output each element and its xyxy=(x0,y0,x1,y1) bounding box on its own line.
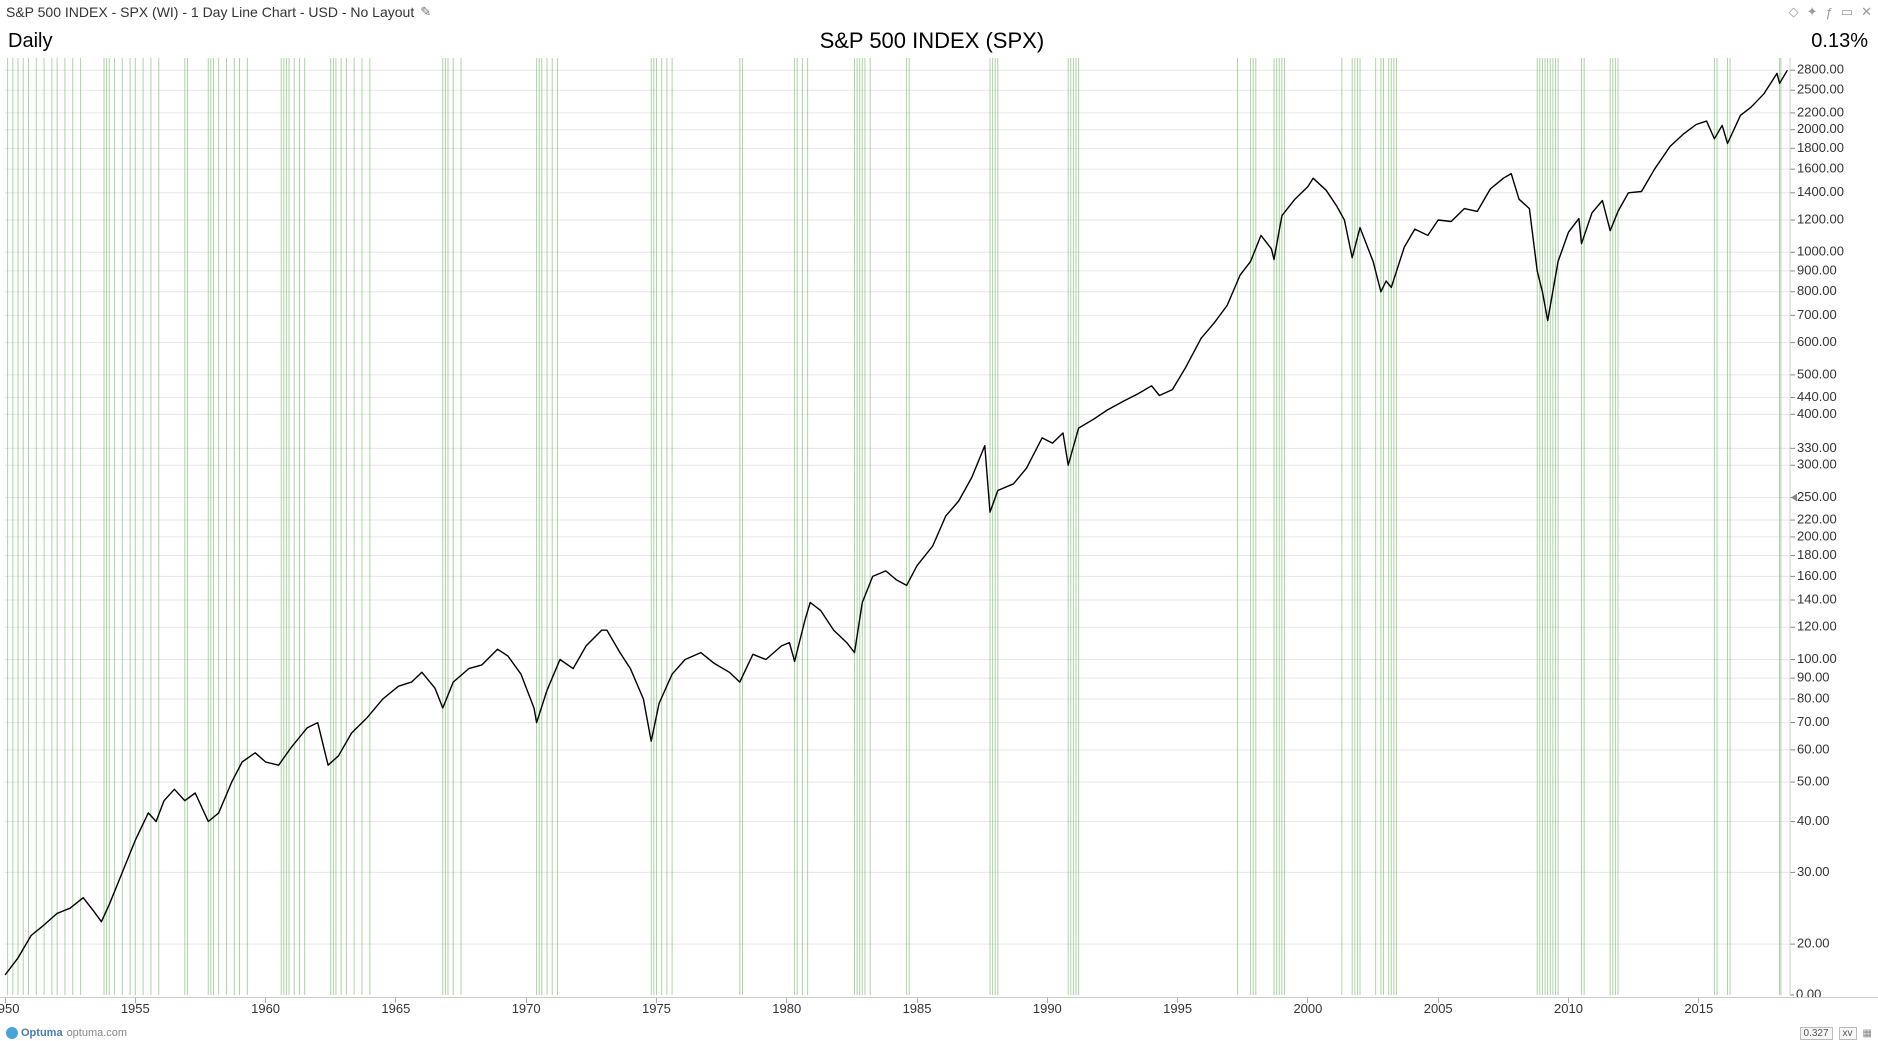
close-icon[interactable]: ✕ xyxy=(1861,4,1872,20)
svg-text:1200.00: 1200.00 xyxy=(1797,211,1844,226)
svg-text:300.00: 300.00 xyxy=(1797,457,1837,472)
chart-svg: 0.00 20.00 30.00 40.00 50.00 60.00 70.00 80.00 9… xyxy=(0,56,1878,997)
x-tick: 1985 xyxy=(903,1001,932,1016)
x-tick: 1960 xyxy=(251,1001,280,1016)
svg-text:140.00: 140.00 xyxy=(1797,591,1837,606)
svg-text:700.00: 700.00 xyxy=(1797,307,1837,322)
svg-text:330.00: 330.00 xyxy=(1797,440,1837,455)
footer-site: optuma.com xyxy=(67,1027,128,1039)
pct-change: 0.13% xyxy=(1811,30,1868,53)
svg-text:20.00: 20.00 xyxy=(1797,936,1830,951)
x-tick: 2010 xyxy=(1554,1001,1583,1016)
footer-right: 0.327 xv ▦ xyxy=(1800,1027,1872,1040)
svg-text:900.00: 900.00 xyxy=(1797,262,1837,277)
svg-text:1400.00: 1400.00 xyxy=(1797,184,1844,199)
x-tick: 2015 xyxy=(1684,1001,1713,1016)
svg-text:2000.00: 2000.00 xyxy=(1797,121,1844,136)
svg-text:400.00: 400.00 xyxy=(1797,406,1837,421)
svg-text:70.00: 70.00 xyxy=(1797,714,1830,729)
x-tick: 2000 xyxy=(1293,1001,1322,1016)
svg-text:220.00: 220.00 xyxy=(1797,511,1837,526)
svg-text:100.00: 100.00 xyxy=(1797,651,1837,666)
interval-label: Daily xyxy=(8,30,52,53)
footer: Optuma optuma.com 0.327 xv ▦ xyxy=(0,1025,1878,1041)
svg-text:80.00: 80.00 xyxy=(1797,690,1830,705)
svg-text:1000.00: 1000.00 xyxy=(1797,244,1844,259)
topbar-icons: ◇ ✦ ƒ ▭ ✕ xyxy=(1789,4,1872,20)
svg-text:30.00: 30.00 xyxy=(1797,864,1830,879)
optuma-logo[interactable]: Optuma xyxy=(6,1027,63,1039)
x-tick: 1975 xyxy=(642,1001,671,1016)
svg-text:40.00: 40.00 xyxy=(1797,813,1830,828)
svg-text:1800.00: 1800.00 xyxy=(1797,140,1844,155)
diamond-icon[interactable]: ◇ xyxy=(1789,4,1799,20)
x-tick: 1955 xyxy=(121,1001,150,1016)
maximize-icon[interactable]: ▭ xyxy=(1841,4,1853,20)
pin-icon[interactable]: ✦ xyxy=(1807,4,1818,20)
footer-ratio: 0.327 xyxy=(1800,1027,1833,1040)
svg-text:200.00: 200.00 xyxy=(1797,528,1837,543)
edit-pencil-icon[interactable]: ✎ xyxy=(420,4,431,20)
svg-text:2200.00: 2200.00 xyxy=(1797,104,1844,119)
footer-left: Optuma optuma.com xyxy=(6,1027,127,1039)
x-tick: 1980 xyxy=(772,1001,801,1016)
topbar-left: S&P 500 INDEX - SPX (WI) - 1 Day Line Ch… xyxy=(6,4,431,20)
svg-text:500.00: 500.00 xyxy=(1797,366,1837,381)
x-tick: 1990 xyxy=(1033,1001,1062,1016)
optuma-circle-icon xyxy=(6,1027,18,1039)
svg-text:800.00: 800.00 xyxy=(1797,283,1837,298)
topbar-title: S&P 500 INDEX - SPX (WI) - 1 Day Line Ch… xyxy=(6,4,414,20)
svg-text:60.00: 60.00 xyxy=(1797,741,1830,756)
topbar: S&P 500 INDEX - SPX (WI) - 1 Day Line Ch… xyxy=(0,0,1878,24)
svg-text:90.00: 90.00 xyxy=(1797,670,1830,685)
chart-title: S&P 500 INDEX (SPX) xyxy=(52,28,1811,54)
svg-text:120.00: 120.00 xyxy=(1797,619,1837,634)
svg-text:600.00: 600.00 xyxy=(1797,334,1837,349)
svg-text:440.00: 440.00 xyxy=(1797,389,1837,404)
header-row: Daily S&P 500 INDEX (SPX) 0.13% xyxy=(0,24,1878,56)
svg-text:50.00: 50.00 xyxy=(1797,774,1830,789)
x-tick: 1950 xyxy=(0,1001,19,1016)
footer-unit: xv xyxy=(1839,1027,1857,1040)
x-tick: 1970 xyxy=(512,1001,541,1016)
svg-text:2500.00: 2500.00 xyxy=(1797,82,1844,97)
x-axis: 1950 1955 1960 1965 1970 1975 1980 1985 1990 1995… xyxy=(0,997,1878,1025)
x-tick: 1995 xyxy=(1163,1001,1192,1016)
svg-text:0.00: 0.00 xyxy=(1796,986,1821,997)
svg-text:180.00: 180.00 xyxy=(1797,547,1837,562)
x-tick: 2005 xyxy=(1424,1001,1453,1016)
footer-grid-icon[interactable]: ▦ xyxy=(1863,1028,1872,1039)
svg-text:250.00: 250.00 xyxy=(1797,489,1837,504)
chart-area[interactable]: 0.00 20.00 30.00 40.00 50.00 60.00 70.00 80.00 9… xyxy=(0,56,1878,997)
svg-text:160.00: 160.00 xyxy=(1797,568,1837,583)
svg-text:1600.00: 1600.00 xyxy=(1797,161,1844,176)
brand-text: Optuma xyxy=(21,1027,63,1039)
svg-text:2800.00: 2800.00 xyxy=(1797,62,1844,77)
x-tick: 1965 xyxy=(381,1001,410,1016)
script-icon[interactable]: ƒ xyxy=(1826,5,1833,20)
app-root: S&P 500 INDEX - SPX (WI) - 1 Day Line Ch… xyxy=(0,0,1878,1041)
